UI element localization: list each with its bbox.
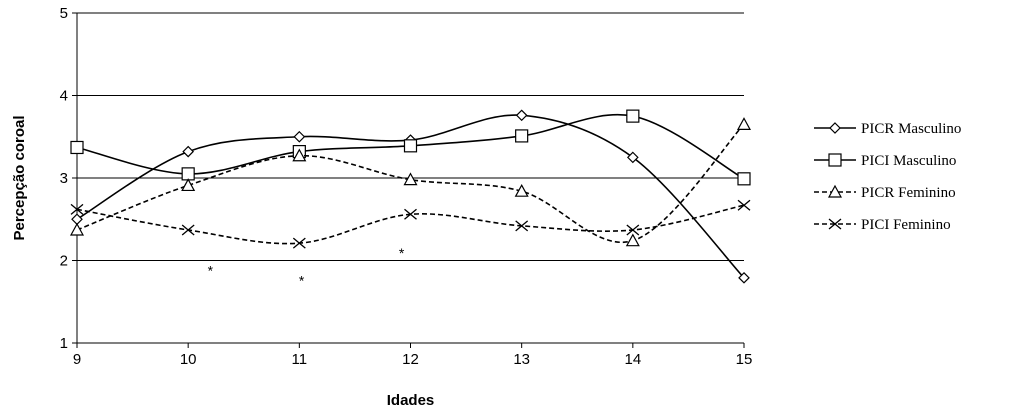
- data-point-2-12: [403, 172, 418, 186]
- y-tick-label-5: 5: [60, 5, 68, 22]
- annotations: * * *: [208, 245, 405, 288]
- legend-marker-2: [827, 184, 843, 198]
- data-point-1-12: [403, 139, 418, 153]
- x-tick-label-15: 15: [736, 351, 753, 368]
- legend-item-2: PICR Feminino: [814, 184, 956, 201]
- series-line-2: [76, 123, 745, 244]
- x-tick-label-11: 11: [292, 351, 308, 368]
- data-point-2-11: [292, 148, 307, 162]
- x-tick-label-10: 10: [180, 351, 197, 368]
- data-point-3-11: [292, 237, 306, 249]
- legend-marker-0: [829, 122, 841, 134]
- data-point-1-9: [70, 140, 84, 155]
- data-point-3-9: [70, 203, 84, 215]
- y-tick-label-2: 2: [60, 253, 68, 270]
- data-point-0-11: [293, 130, 306, 143]
- x-tick-label-9: 9: [73, 351, 81, 368]
- data-point-0-15: [738, 271, 750, 284]
- legend-label-3: PICI Feminino: [861, 217, 951, 233]
- legend-label-0: PICR Masculino: [861, 121, 961, 137]
- data-point-2-13: [514, 183, 529, 197]
- y-tick-label-4: 4: [60, 88, 68, 105]
- axes: [72, 12, 745, 348]
- annotation-2: *: [399, 245, 405, 261]
- y-axis-title: Percepção coroal: [11, 115, 28, 240]
- data-point-0-10: [182, 145, 195, 158]
- legend: PICR Masculino PICI Masculino PICR Feminin…: [814, 121, 961, 233]
- series-group: [69, 109, 752, 284]
- data-point-2-10: [181, 178, 196, 192]
- data-point-3-13: [515, 220, 529, 232]
- data-point-1-13: [515, 129, 529, 143]
- y-tick-label-3: 3: [60, 170, 68, 187]
- data-point-1-14: [626, 109, 640, 123]
- data-point-3-10: [181, 224, 195, 236]
- data-point-3-12: [404, 208, 417, 220]
- x-axis-title: Idades: [387, 392, 435, 409]
- x-tick-label-13: 13: [513, 351, 530, 368]
- data-point-2-9: [69, 222, 85, 236]
- data-point-1-15: [737, 172, 751, 186]
- y-tick-label-1: 1: [60, 335, 68, 352]
- legend-item-1: PICI Masculino: [814, 153, 956, 169]
- data-point-1-10: [181, 167, 195, 181]
- annotation-1: *: [299, 272, 305, 288]
- legend-marker-3: [828, 218, 842, 230]
- x-tick-label-12: 12: [402, 351, 419, 368]
- legend-item-3: PICI Feminino: [814, 217, 951, 233]
- data-point-2-14: [625, 233, 640, 247]
- legend-label-1: PICI Masculino: [861, 153, 956, 169]
- series-picr-masculino: [71, 109, 750, 284]
- annotation-0: *: [208, 262, 214, 278]
- data-point-0-13: [515, 109, 528, 122]
- data-point-2-15: [736, 117, 752, 130]
- series-picr-feminino: [69, 117, 752, 247]
- data-point-3-14: [626, 224, 640, 236]
- series-pici-feminino: [70, 199, 751, 249]
- legend-marker-1: [828, 153, 842, 167]
- x-tick-label-14: 14: [624, 351, 641, 368]
- legend-item-0: PICR Masculino: [814, 121, 961, 137]
- data-point-3-15: [737, 199, 751, 211]
- data-point-0-14: [626, 151, 639, 164]
- x-tick-labels: 9 10 11 12 13 14 15: [73, 351, 753, 368]
- series-line-3: [76, 204, 745, 245]
- legend-label-2: PICR Feminino: [861, 185, 956, 201]
- y-tick-labels: 1 2 3 4 5: [60, 5, 68, 352]
